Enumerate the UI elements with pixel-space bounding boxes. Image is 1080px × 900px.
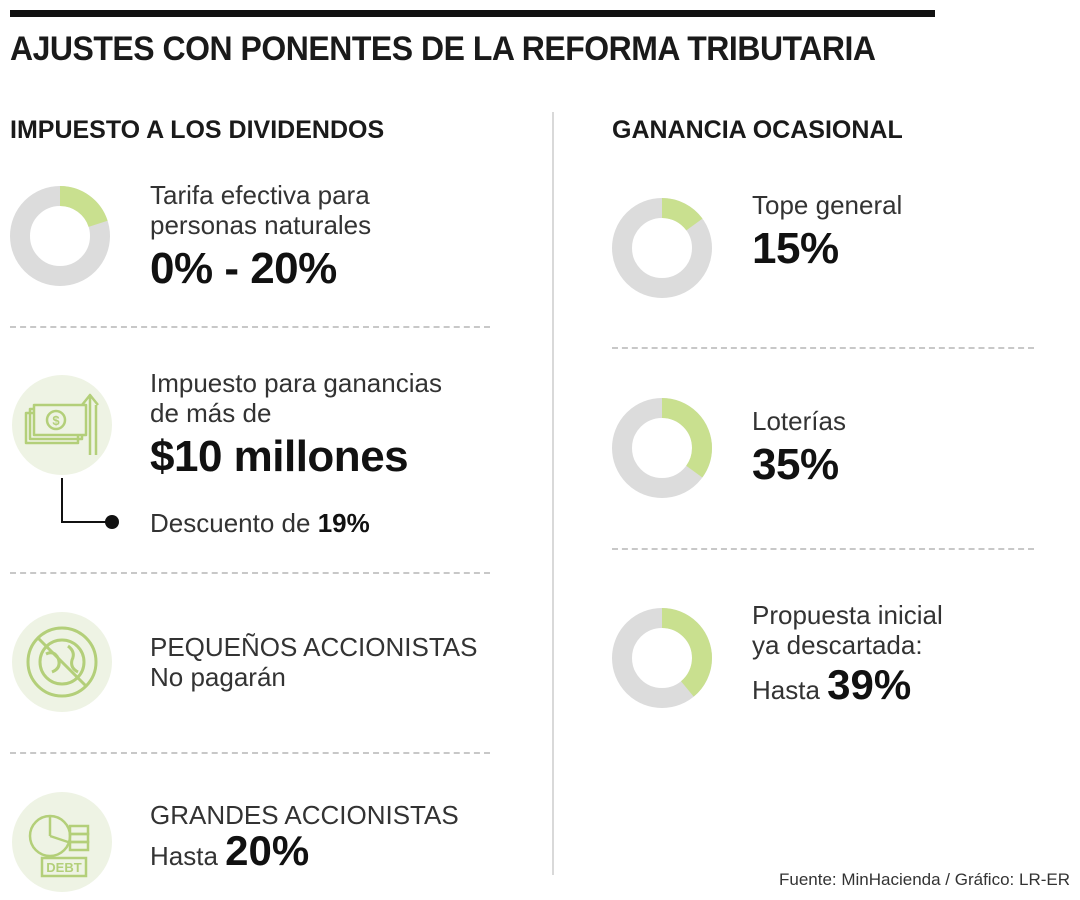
initial-proposal-label-line2: ya descartada: xyxy=(752,630,923,660)
gains-tax-value: $10 millones xyxy=(150,432,409,481)
general-cap-label: Tope general xyxy=(752,190,903,220)
large-shareholders-label: GRANDES ACCIONISTAS xyxy=(150,800,459,830)
svg-text:$: $ xyxy=(52,413,60,428)
initial-proposal-label-line1: Propuesta inicial xyxy=(752,600,943,630)
initial-proposal-value: 39% xyxy=(827,661,912,708)
donut-segment xyxy=(612,198,712,298)
donut-segment xyxy=(10,186,110,286)
lotteries-value: 35% xyxy=(752,440,839,489)
donut-chart-general-cap xyxy=(612,198,712,298)
no-globe-icon xyxy=(12,612,112,712)
small-shareholders-note: No pagarán xyxy=(150,662,286,692)
svg-text:DEBT: DEBT xyxy=(46,860,81,875)
donut-segment xyxy=(612,398,712,498)
left-section-heading: IMPUESTO A LOS DIVIDENDOS xyxy=(10,116,385,144)
dividend-rate-label-line1: Tarifa efectiva para xyxy=(150,180,370,210)
top-rule xyxy=(10,10,935,17)
column-divider xyxy=(552,112,554,875)
right-section-heading: GANANCIA OCASIONAL xyxy=(612,116,903,144)
connector-line-vertical xyxy=(61,478,63,522)
discount-value: 19% xyxy=(317,508,370,538)
divider xyxy=(612,347,1034,349)
lotteries-label: Loterías xyxy=(752,406,846,436)
dividend-rate-value: 0% - 20% xyxy=(150,244,337,293)
initial-proposal-prefix: Hasta xyxy=(752,675,820,705)
connector-dot xyxy=(105,515,119,529)
money-bill-icon: $ xyxy=(12,375,112,475)
general-cap-value: 15% xyxy=(752,224,839,273)
initial-proposal-text: Hasta 39% xyxy=(752,664,911,706)
gains-tax-label-line1: Impuesto para ganancias xyxy=(150,368,442,398)
source-credit: Fuente: MinHacienda / Gráfico: LR-ER xyxy=(778,870,1070,889)
large-shareholders-text: Hasta 20% xyxy=(150,830,309,872)
discount-text: Descuento de 19% xyxy=(150,508,370,538)
donut-segment xyxy=(612,608,712,708)
small-shareholders-label: PEQUEÑOS ACCIONISTAS xyxy=(150,632,478,662)
donut-chart-dividend-rate xyxy=(10,186,110,286)
divider xyxy=(10,572,490,574)
divider xyxy=(612,548,1034,550)
gains-tax-label-line2: de más de xyxy=(150,398,272,428)
debt-chart-icon: DEBT xyxy=(12,792,112,892)
divider xyxy=(10,752,490,754)
dividend-rate-label-line2: personas naturales xyxy=(150,210,372,240)
large-shareholders-prefix: Hasta xyxy=(150,841,218,871)
main-title: AJUSTES CON PONENTES DE LA REFORMA TRIBU… xyxy=(10,30,876,68)
divider xyxy=(10,326,490,328)
donut-chart-initial-proposal xyxy=(612,608,712,708)
discount-prefix: Descuento de xyxy=(150,508,311,538)
large-shareholders-value: 20% xyxy=(225,827,310,874)
connector-line-horizontal xyxy=(61,521,111,523)
donut-chart-lotteries xyxy=(612,398,712,498)
